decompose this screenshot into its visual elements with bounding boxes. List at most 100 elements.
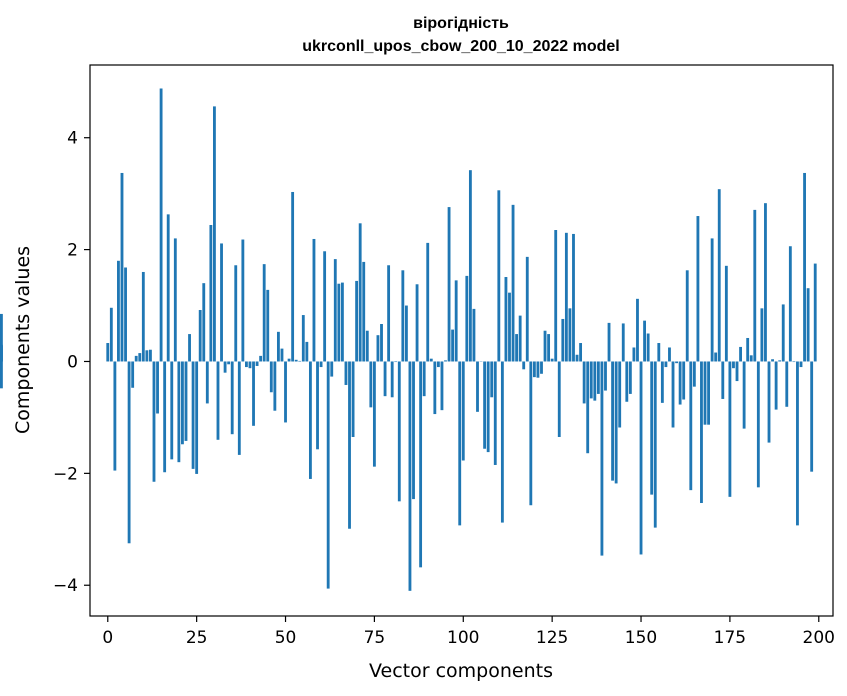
bar-component-185 [764,203,767,362]
bar-component-132 [575,354,579,362]
bar-component-197 [806,288,810,362]
bar-component-54 [298,360,302,362]
bar-component-40 [248,361,252,369]
bar-component-12 [149,349,152,362]
bar-component-156 [660,361,664,403]
x-tick-label: 25 [186,628,208,648]
bar-component-138 [596,361,600,394]
bar-component-131 [572,233,575,362]
bar-component-6 [127,361,131,544]
bar-component-109 [493,361,497,465]
bar-component-32 [220,243,223,362]
x-tick-label: 75 [364,628,386,648]
bar-component-92 [433,361,437,415]
bar-component-159 [671,361,675,428]
bar-component-192 [788,246,792,362]
bar-component-16 [163,361,167,473]
bar-component-123 [543,330,547,362]
bar-component-160 [675,361,678,364]
bar-component-130 [568,308,572,362]
bar-component-145 [621,323,625,362]
chart-title-line-2: ukrconll_upos_cbow_200_10_2022 model [302,38,619,55]
bar-component-76 [376,335,380,362]
bar-component-27 [202,283,206,362]
bar-component-41 [252,361,255,426]
bar-component-2 [113,361,117,471]
bar-component-17 [166,214,170,362]
bar-component-187 [771,359,774,362]
bar-component-7 [131,361,135,388]
bar-component-9 [138,353,142,362]
bar-component-28 [205,361,209,404]
bar-component-148 [632,347,636,362]
bar-component-93 [436,361,440,368]
bar-component-115 [515,334,519,362]
y-tick-label: 2 [67,241,78,261]
bar-component-157 [664,361,668,368]
bar-component-166 [696,216,700,362]
bar-component-60 [319,361,323,368]
bar-component-11 [145,350,149,362]
bar-component-94 [440,361,444,411]
bar-component-43 [259,355,263,362]
bar-component-184 [760,308,764,362]
bar-component-118 [525,256,529,362]
x-axis-ticks: 0 25 50 75 100 125 150 175 200 [102,616,835,648]
bar-component-142 [611,361,615,481]
bar-component-183 [756,361,760,488]
bar-component-122 [540,361,543,374]
bar-component-49 [280,348,284,362]
bar-component-69 [351,361,355,437]
bar-component-91 [429,358,433,362]
bar-component-56 [305,341,309,362]
bar-component-59 [316,361,319,450]
bar-component-168 [703,361,707,425]
x-tick-label: 200 [803,628,835,648]
x-tick-label: 50 [275,628,297,648]
bar-component-171 [714,352,718,362]
bar-component-42 [255,361,259,366]
bar-component-63 [330,361,334,377]
bar-component-153 [650,361,654,495]
bar-component-95 [444,360,447,362]
x-tick-label: 125 [536,628,568,648]
bar-component-150 [639,361,643,555]
bar-component-83 [401,270,405,362]
bar-component-51 [287,358,291,362]
bar-component-64 [333,259,337,362]
bar-component-58 [312,238,316,362]
bar-component-114 [511,204,515,362]
bar-component-189 [778,360,782,362]
bar-component-101 [465,275,469,362]
bar-component-127 [557,361,561,437]
bar-component-134 [582,361,586,404]
bar-component-120 [532,361,536,378]
bar-component-143 [614,361,618,484]
bar-component-165 [692,361,696,387]
bar-component-80 [390,361,394,398]
x-tick-label: 0 [102,628,113,648]
y-tick-label: −2 [53,464,78,484]
bar-component-81 [394,361,398,363]
bar-component-186 [767,361,771,443]
bar-component-113 [508,292,511,362]
bar-component-176 [732,361,735,369]
bar-component-22 [184,361,188,441]
bar-component-77 [380,324,383,362]
bar-component-57 [308,361,312,479]
bar-component-undefined [0,313,3,362]
bar-component-170 [710,238,714,362]
bar-component-152 [646,333,650,362]
bar-component-125 [550,358,554,362]
bar-component-196 [803,172,806,362]
bar-component-18 [170,361,174,460]
bar-component-188 [774,361,778,410]
bar-component-147 [628,361,632,394]
bar-component-137 [593,361,597,401]
bar-component-25 [195,361,199,474]
bar-component-68 [348,361,351,529]
bar-component-140 [604,361,607,391]
bar-component-181 [749,355,753,362]
